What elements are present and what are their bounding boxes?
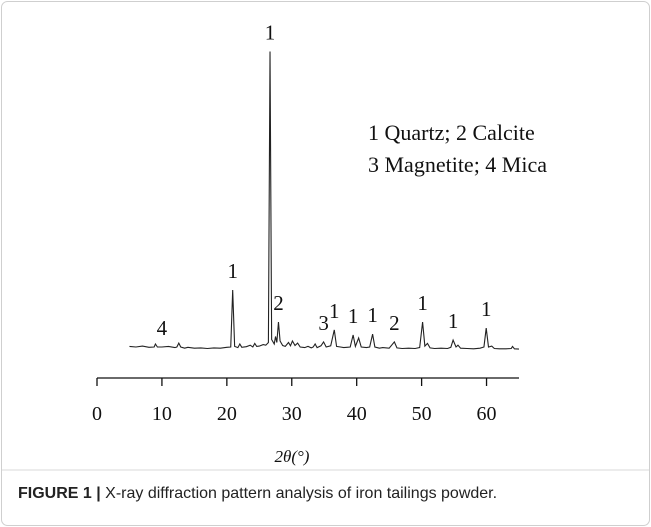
peak-label: 4 <box>157 316 168 340</box>
x-tick-label: 20 <box>217 403 237 425</box>
peak-label: 2 <box>389 311 400 335</box>
caption: FIGURE 1 | X-ray diffraction pattern ana… <box>18 485 497 502</box>
legend-line: 1 Quartz; 2 Calcite <box>368 120 535 145</box>
x-tick-label: 30 <box>282 403 302 425</box>
peak-label: 1 <box>227 259 238 283</box>
x-tick-label: 40 <box>347 403 367 425</box>
caption-text: X-ray diffraction pattern analysis of ir… <box>101 485 497 502</box>
legend-line: 3 Magnetite; 4 Mica <box>368 152 547 177</box>
peak-label: 1 <box>367 303 378 327</box>
peak-label: 2 <box>273 291 284 315</box>
peak-label: 1 <box>448 309 459 333</box>
x-tick-label: 0 <box>92 403 102 425</box>
xrd-pattern <box>129 51 520 350</box>
x-tick-label: 50 <box>412 403 432 425</box>
caption-label: FIGURE 1 | <box>18 485 101 502</box>
x-axis-label: 2θ(°) <box>275 447 310 466</box>
peak-label: 1 <box>481 297 492 321</box>
peak-label: 1 <box>348 304 359 328</box>
peak-label: 1 <box>265 21 276 45</box>
peak-label: 1 <box>417 291 428 315</box>
peak-label: 3 <box>318 311 329 335</box>
x-tick-label: 60 <box>477 403 497 425</box>
peak-label: 1 <box>329 299 340 323</box>
x-tick-label: 10 <box>152 403 172 425</box>
